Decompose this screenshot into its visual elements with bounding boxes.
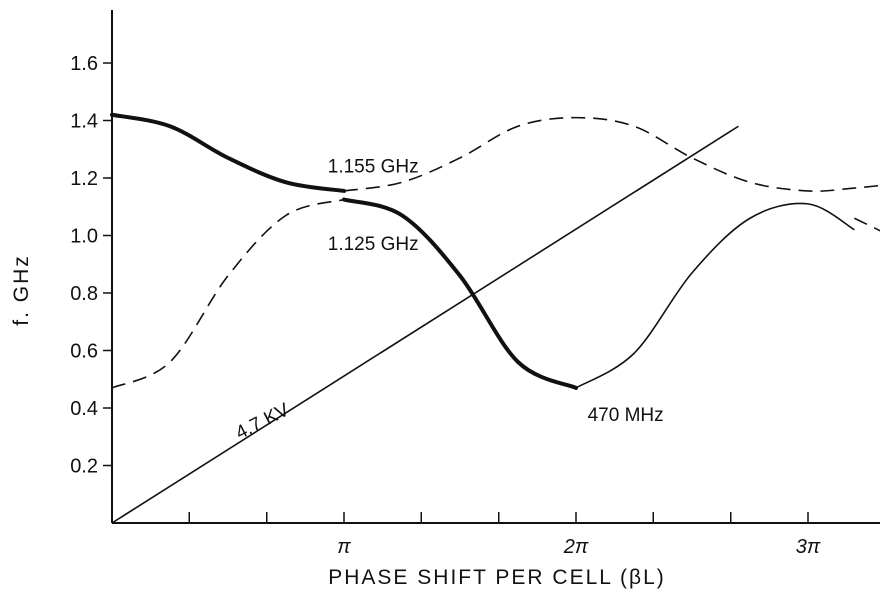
annotation-label: 1.125 GHz bbox=[328, 234, 419, 255]
x-tick-label: 3π bbox=[796, 536, 821, 558]
annotation-label: 4.7 KV bbox=[232, 399, 293, 444]
x-ticks: π 2π 3π bbox=[188, 512, 821, 558]
series-group bbox=[110, 112, 880, 524]
y-tick-label: 0.8 bbox=[70, 283, 98, 305]
series-line-dashed-6 bbox=[111, 198, 345, 389]
annotations: 1.155 GHz 1.125 GHz 470 MHz 4.7 KV bbox=[232, 156, 663, 444]
y-tick-label: 1.6 bbox=[70, 53, 98, 75]
series-line-dashed-7 bbox=[854, 217, 880, 232]
annotation-label: 470 MHz bbox=[588, 405, 664, 426]
y-tick-label: 0.4 bbox=[70, 398, 98, 420]
y-axis-title: f. GHz bbox=[10, 254, 33, 326]
annotation-label: 1.155 GHz bbox=[328, 156, 419, 177]
series-line-thick-solid-2 bbox=[342, 197, 578, 390]
y-tick-label: 0.2 bbox=[70, 456, 98, 478]
series-line-thin-solid-4 bbox=[111, 125, 739, 524]
x-tick-label: 2π bbox=[563, 536, 589, 558]
x-axis-title: PHASE SHIFT PER CELL (βL) bbox=[328, 566, 666, 589]
series-line-dashed-5 bbox=[343, 116, 880, 192]
axes bbox=[111, 10, 880, 524]
x-tick-label: π bbox=[337, 536, 351, 558]
y-tick-label: 1.4 bbox=[70, 111, 98, 133]
y-ticks: 0.2 0.4 0.6 0.8 1.0 1.2 1.4 1.6 bbox=[70, 53, 112, 478]
y-tick-label: 0.6 bbox=[70, 341, 98, 363]
y-tick-label: 1.2 bbox=[70, 168, 98, 190]
y-tick-label: 1.0 bbox=[70, 226, 98, 248]
series-line-thin-solid-3 bbox=[575, 202, 855, 389]
series-line-thick-solid-1 bbox=[110, 112, 346, 193]
